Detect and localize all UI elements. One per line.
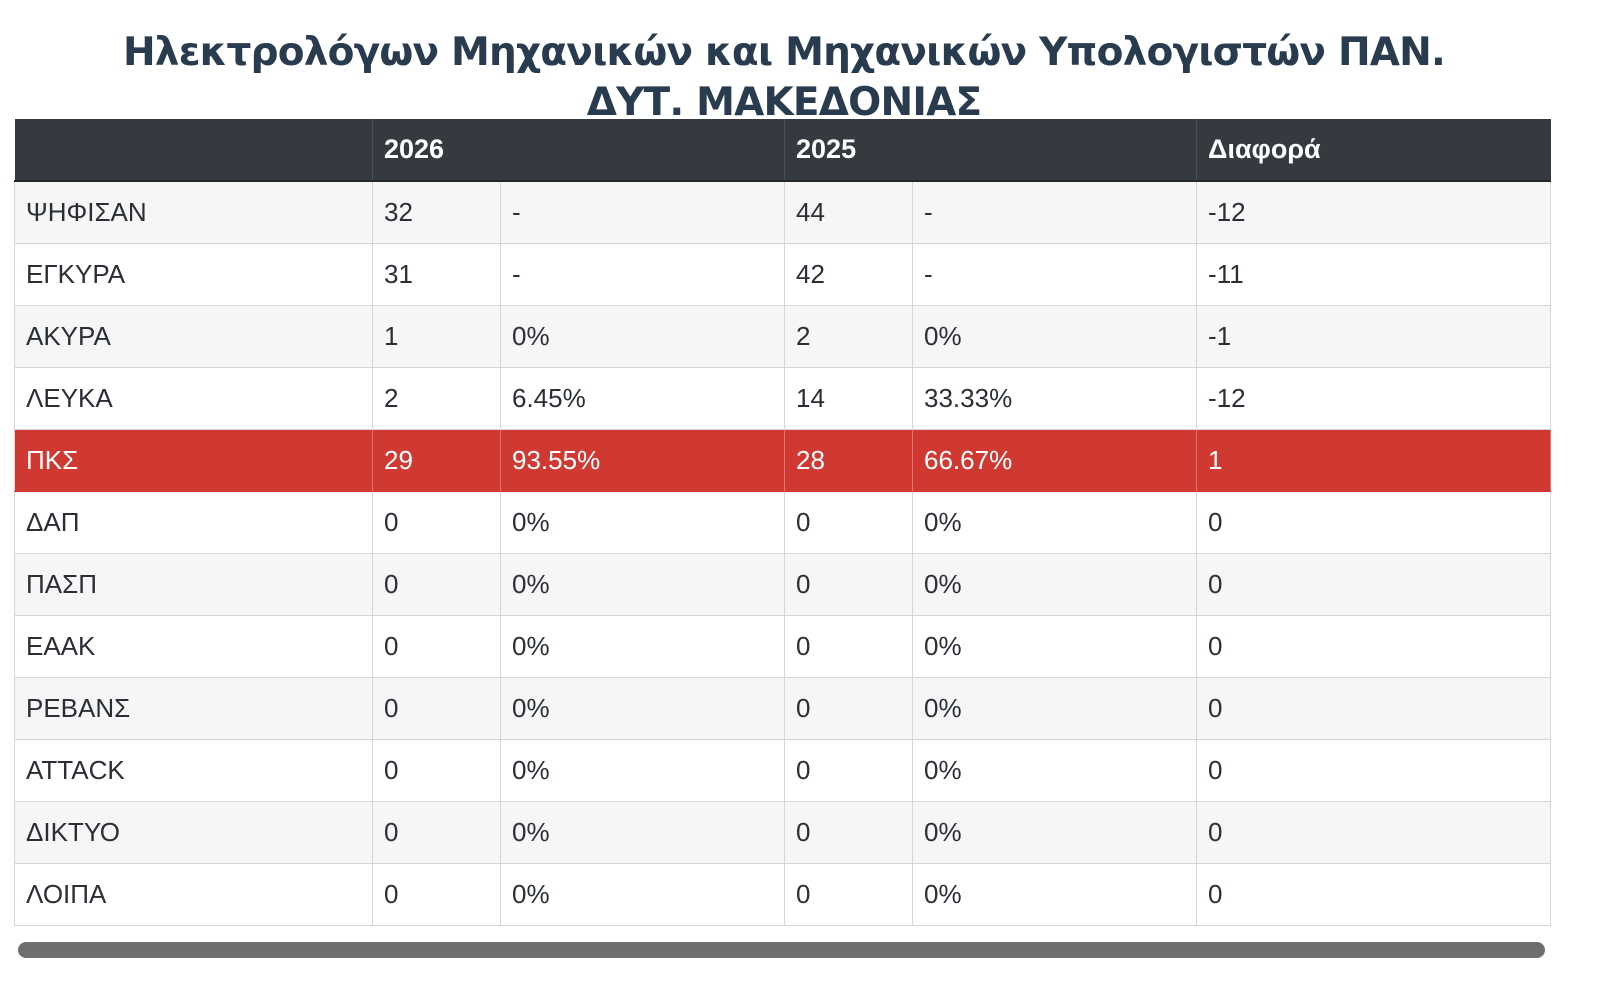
difference-cell: -11 bbox=[1196, 243, 1552, 306]
percent-2025-cell: 0% bbox=[912, 305, 1198, 368]
votes-2025-cell: 0 bbox=[784, 863, 914, 926]
difference-cell: 0 bbox=[1196, 739, 1552, 802]
percent-2025-cell: 0% bbox=[912, 739, 1198, 802]
votes-2025-cell: 0 bbox=[784, 553, 914, 616]
percent-2026-cell: 0% bbox=[500, 491, 786, 554]
difference-cell: -12 bbox=[1196, 367, 1552, 430]
votes-2026-cell: 0 bbox=[372, 677, 501, 740]
votes-2026-cell: 1 bbox=[372, 305, 501, 368]
votes-2025-cell: 0 bbox=[784, 615, 914, 678]
votes-2025-cell: 28 bbox=[784, 429, 914, 492]
difference-cell: 0 bbox=[1196, 615, 1552, 678]
percent-2025-cell: 0% bbox=[912, 615, 1198, 678]
header-2026: 2026 bbox=[372, 119, 786, 182]
row-label-cell: ΛΟΙΠΑ bbox=[14, 863, 373, 926]
difference-cell: 0 bbox=[1196, 801, 1552, 864]
table-body: ΨΗΦΙΣΑΝ 32-44- -12 ΕΓΚΥΡΑ 31-42- -11 ΑΚΥΡΑ 1 0% 2… bbox=[14, 181, 1552, 926]
percent-2025-cell: 0% bbox=[912, 677, 1198, 740]
votes-2026-cell: 2 bbox=[372, 367, 501, 430]
table-row: ΑΚΥΡΑ 1 0% 2 0% -1 bbox=[14, 305, 1552, 368]
row-label-cell: ΑΚΥΡΑ bbox=[14, 305, 373, 368]
row-label-cell: ATTACK bbox=[14, 739, 373, 802]
table-row: ΨΗΦΙΣΑΝ 32-44- -12 bbox=[14, 181, 1552, 244]
percent-2026-cell: 0% bbox=[500, 677, 786, 740]
percent-2026-cell: 0% bbox=[500, 801, 786, 864]
row-label-cell: ΨΗΦΙΣΑΝ bbox=[14, 181, 373, 244]
row-label-cell: ΔΑΠ bbox=[14, 491, 373, 554]
row-label-cell: ΛΕΥΚΑ bbox=[14, 367, 373, 430]
row-label-cell: ΡΕΒΑΝΣ bbox=[14, 677, 373, 740]
difference-cell: 1 bbox=[1196, 429, 1552, 492]
results-table: 2026 2025 Διαφορά ΨΗΦΙΣΑΝ 32-44- -12 ΕΓΚΥΡΑ… bbox=[14, 119, 1552, 926]
table-header-row: 2026 2025 Διαφορά bbox=[14, 119, 1551, 182]
votes-2026-cell: 0 bbox=[372, 801, 501, 864]
difference-cell: 0 bbox=[1196, 553, 1552, 616]
row-label-cell: ΕΑΑΚ bbox=[14, 615, 373, 678]
votes-2025-cell: 44 bbox=[784, 181, 914, 244]
votes-2025-cell: 0 bbox=[784, 677, 914, 740]
percent-2026-cell: 0% bbox=[500, 553, 786, 616]
header-label-column bbox=[14, 119, 373, 182]
percent-2026-cell: - bbox=[500, 181, 786, 244]
row-label-cell: ΠΚΣ bbox=[14, 429, 373, 492]
page-title: Ηλεκτρολόγων Μηχανικών και Μηχανικών Υπο… bbox=[0, 28, 1568, 128]
page-title-line-2: ΔΥΤ. ΜΑΚΕΔΟΝΙΑΣ bbox=[586, 80, 982, 126]
difference-cell: -12 bbox=[1196, 181, 1552, 244]
header-2025: 2025 bbox=[784, 119, 1198, 182]
percent-2026-cell: 93.55% bbox=[500, 429, 786, 492]
votes-2026-cell: 0 bbox=[372, 615, 501, 678]
percent-2025-cell: 33.33% bbox=[912, 367, 1198, 430]
percent-2025-cell: 0% bbox=[912, 801, 1198, 864]
difference-cell: 0 bbox=[1196, 491, 1552, 554]
table-row: ΔΙΚΤΥΟ 0 0% 0 0% 0 bbox=[14, 801, 1552, 864]
votes-2025-cell: 2 bbox=[784, 305, 914, 368]
table-row: ΕΓΚΥΡΑ 31-42- -11 bbox=[14, 243, 1552, 306]
table-row: ΠΑΣΠ 0 0% 0 0% 0 bbox=[14, 553, 1552, 616]
percent-2026-cell: 0% bbox=[500, 863, 786, 926]
table-row: ΕΑΑΚ 0 0% 0 0% 0 bbox=[14, 615, 1552, 678]
votes-2026-cell: 0 bbox=[372, 739, 501, 802]
percent-2025-cell: 66.67% bbox=[912, 429, 1198, 492]
row-label-cell: ΕΓΚΥΡΑ bbox=[14, 243, 373, 306]
votes-2025-cell: 0 bbox=[784, 491, 914, 554]
table-row: ΛΟΙΠΑ 0 0% 0 0% 0 bbox=[14, 863, 1552, 926]
horizontal-scrollbar[interactable] bbox=[18, 942, 1545, 958]
difference-cell: 0 bbox=[1196, 677, 1552, 740]
votes-2026-cell: 29 bbox=[372, 429, 501, 492]
table-row: ΠΚΣ 29 93.55% 28 66.67% 1 bbox=[14, 429, 1552, 492]
percent-2025-cell: 0% bbox=[912, 553, 1198, 616]
row-label-cell: ΔΙΚΤΥΟ bbox=[14, 801, 373, 864]
votes-2026-cell: 0 bbox=[372, 553, 501, 616]
votes-2026-cell: 0 bbox=[372, 491, 501, 554]
table-row: ΛΕΥΚΑ 2 6.45% 14 33.33% -12 bbox=[14, 367, 1552, 430]
percent-2026-cell: 6.45% bbox=[500, 367, 786, 430]
percent-2026-cell: 0% bbox=[500, 615, 786, 678]
votes-2026-cell: 0 bbox=[372, 863, 501, 926]
table-row: ΡΕΒΑΝΣ 0 0% 0 0% 0 bbox=[14, 677, 1552, 740]
votes-2025-cell: 0 bbox=[784, 739, 914, 802]
difference-cell: 0 bbox=[1196, 863, 1552, 926]
header-difference: Διαφορά bbox=[1196, 119, 1551, 182]
percent-2025-cell: - bbox=[912, 181, 1198, 244]
percent-2025-cell: 0% bbox=[912, 863, 1198, 926]
difference-cell: -1 bbox=[1196, 305, 1552, 368]
table-row: ΔΑΠ 0 0% 0 0% 0 bbox=[14, 491, 1552, 554]
percent-2026-cell: 0% bbox=[500, 305, 786, 368]
page-title-line-1: Ηλεκτρολόγων Μηχανικών και Μηχανικών Υπο… bbox=[122, 30, 1446, 76]
votes-2025-cell: 42 bbox=[784, 243, 914, 306]
percent-2026-cell: 0% bbox=[500, 739, 786, 802]
percent-2025-cell: 0% bbox=[912, 491, 1198, 554]
votes-2026-cell: 32 bbox=[372, 181, 501, 244]
row-label-cell: ΠΑΣΠ bbox=[14, 553, 373, 616]
votes-2026-cell: 31 bbox=[372, 243, 501, 306]
votes-2025-cell: 14 bbox=[784, 367, 914, 430]
table-row: ATTACK 0 0% 0 0% 0 bbox=[14, 739, 1552, 802]
votes-2025-cell: 0 bbox=[784, 801, 914, 864]
percent-2025-cell: - bbox=[912, 243, 1198, 306]
percent-2026-cell: - bbox=[500, 243, 786, 306]
